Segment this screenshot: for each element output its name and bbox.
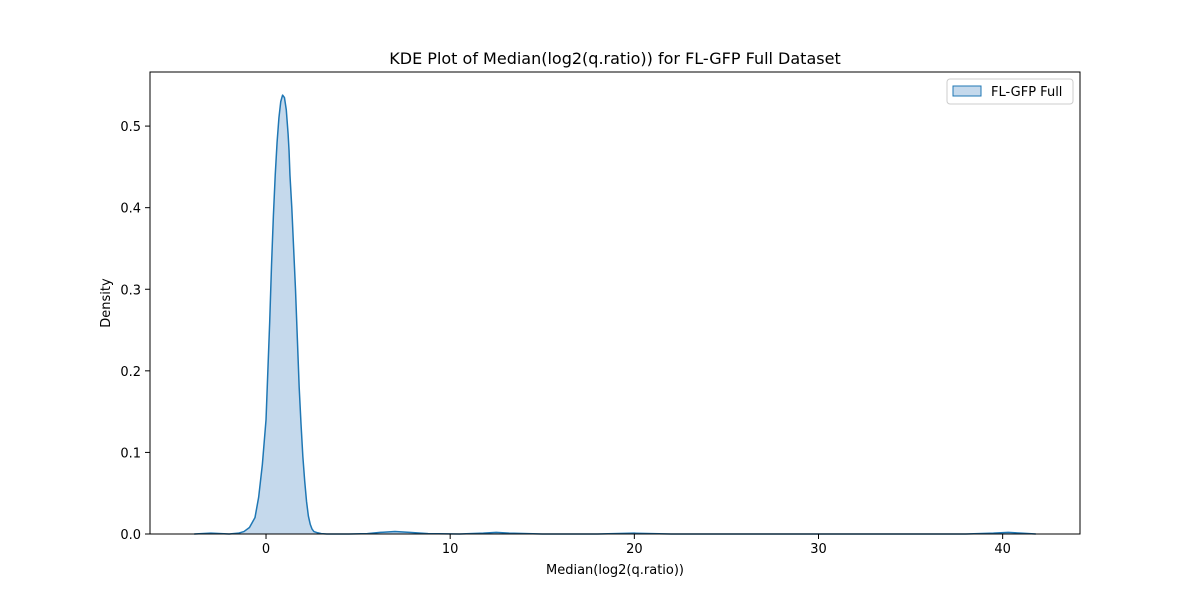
chart-title: KDE Plot of Median(log2(q.ratio)) for FL…: [389, 49, 840, 68]
y-axis-ticks: 0.0 0.1 0.2 0.3 0.4 0.5: [120, 120, 150, 543]
y-tick-label: 0.4: [120, 202, 141, 217]
x-tick-label: 0: [262, 542, 270, 557]
legend-label: FL-GFP Full: [991, 85, 1062, 100]
x-tick-label: 40: [994, 542, 1011, 557]
kde-line-0: [194, 94, 1036, 535]
y-axis-label: Density: [99, 278, 114, 328]
x-axis-label: Median(log2(q.ratio)): [546, 563, 684, 578]
y-tick-label: 0.0: [120, 528, 141, 543]
legend-box: [946, 78, 1074, 105]
y-tick-label: 0.2: [120, 365, 141, 380]
x-tick-label: 30: [810, 542, 827, 557]
y-tick-label: 0.3: [120, 283, 141, 298]
x-axis-ticks: 0 10 20 30 40: [262, 534, 1011, 557]
x-tick-label: 20: [626, 542, 643, 557]
x-tick-label: 10: [442, 542, 459, 557]
legend-swatch: [952, 85, 982, 97]
kde-area-0: [194, 95, 1036, 534]
axes-frame: [149, 71, 1081, 535]
y-tick-label: 0.5: [120, 120, 141, 135]
legend: FL-GFP Full: [946, 78, 1074, 105]
y-tick-label: 0.1: [120, 446, 141, 461]
plot-area: [194, 94, 1036, 535]
